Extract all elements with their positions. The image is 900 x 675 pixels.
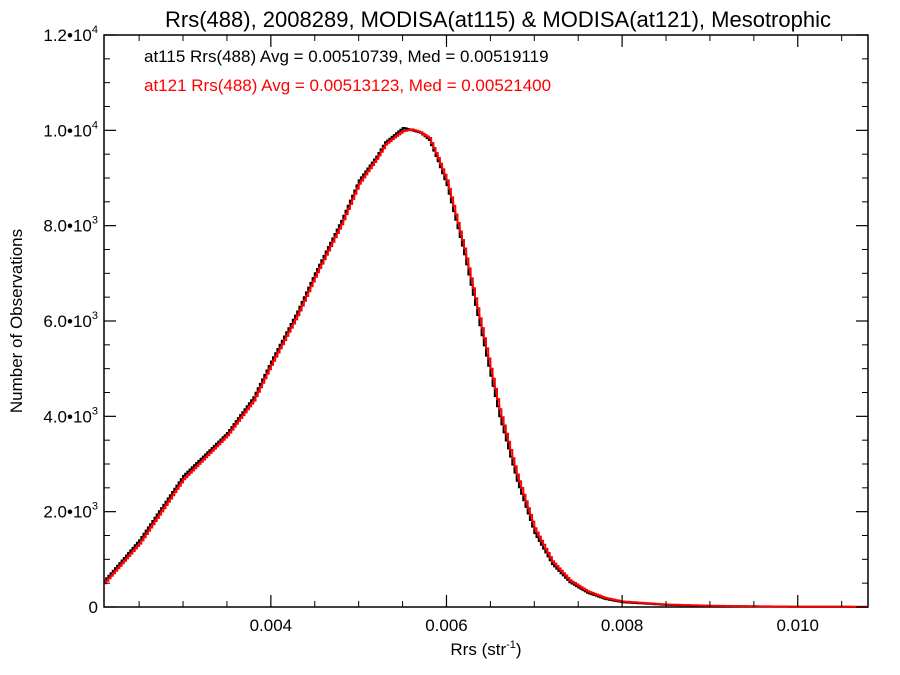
annotations: at115 Rrs(488) Avg = 0.00510739, Med = 0… <box>144 47 551 95</box>
y-tick-label-1: 0 <box>89 598 98 617</box>
y-tick-label-4: 6.0•103 <box>43 310 98 331</box>
annotation-at121: at121 Rrs(488) Avg = 0.00513123, Med = 0… <box>144 76 551 95</box>
y-tick-label-7: 1.2•104 <box>43 24 98 45</box>
ticks-layer: 0.004 0.006 0.008 0.010 0 2.0•103 4.0•103 6.0•1… <box>43 24 868 635</box>
x-axis-label-end: ) <box>516 640 522 659</box>
x-tick-label-1: 0.004 <box>250 616 293 635</box>
chart-title: Rrs(488), 2008289, MODISA(at115) & MODIS… <box>165 7 831 32</box>
y-tick-label-2: 2.0•103 <box>43 501 98 522</box>
series-line-2 <box>104 128 868 608</box>
annotation-at115: at115 Rrs(488) Avg = 0.00510739, Med = 0… <box>144 47 549 66</box>
x-tick-label-3: 0.008 <box>601 616 644 635</box>
x-axis-label-sup: -1 <box>506 639 516 651</box>
x-axis-label-main: Rrs (str <box>450 640 506 659</box>
series-layer <box>104 127 868 608</box>
y-tick-label-3: 4.0•103 <box>43 405 98 426</box>
y-tick-label-6: 1.0•104 <box>43 119 98 140</box>
x-tick-label-4: 0.010 <box>776 616 819 635</box>
plot-area: 0.004 0.006 0.008 0.010 0 2.0•103 4.0•103 6.0•1… <box>43 24 869 635</box>
y-axis-label: Number of Observations <box>7 229 26 413</box>
x-tick-label-2: 0.006 <box>425 616 468 635</box>
y-tick-label-5: 8.0•103 <box>43 215 98 236</box>
x-axis-label: Rrs (str-1) <box>450 639 521 659</box>
